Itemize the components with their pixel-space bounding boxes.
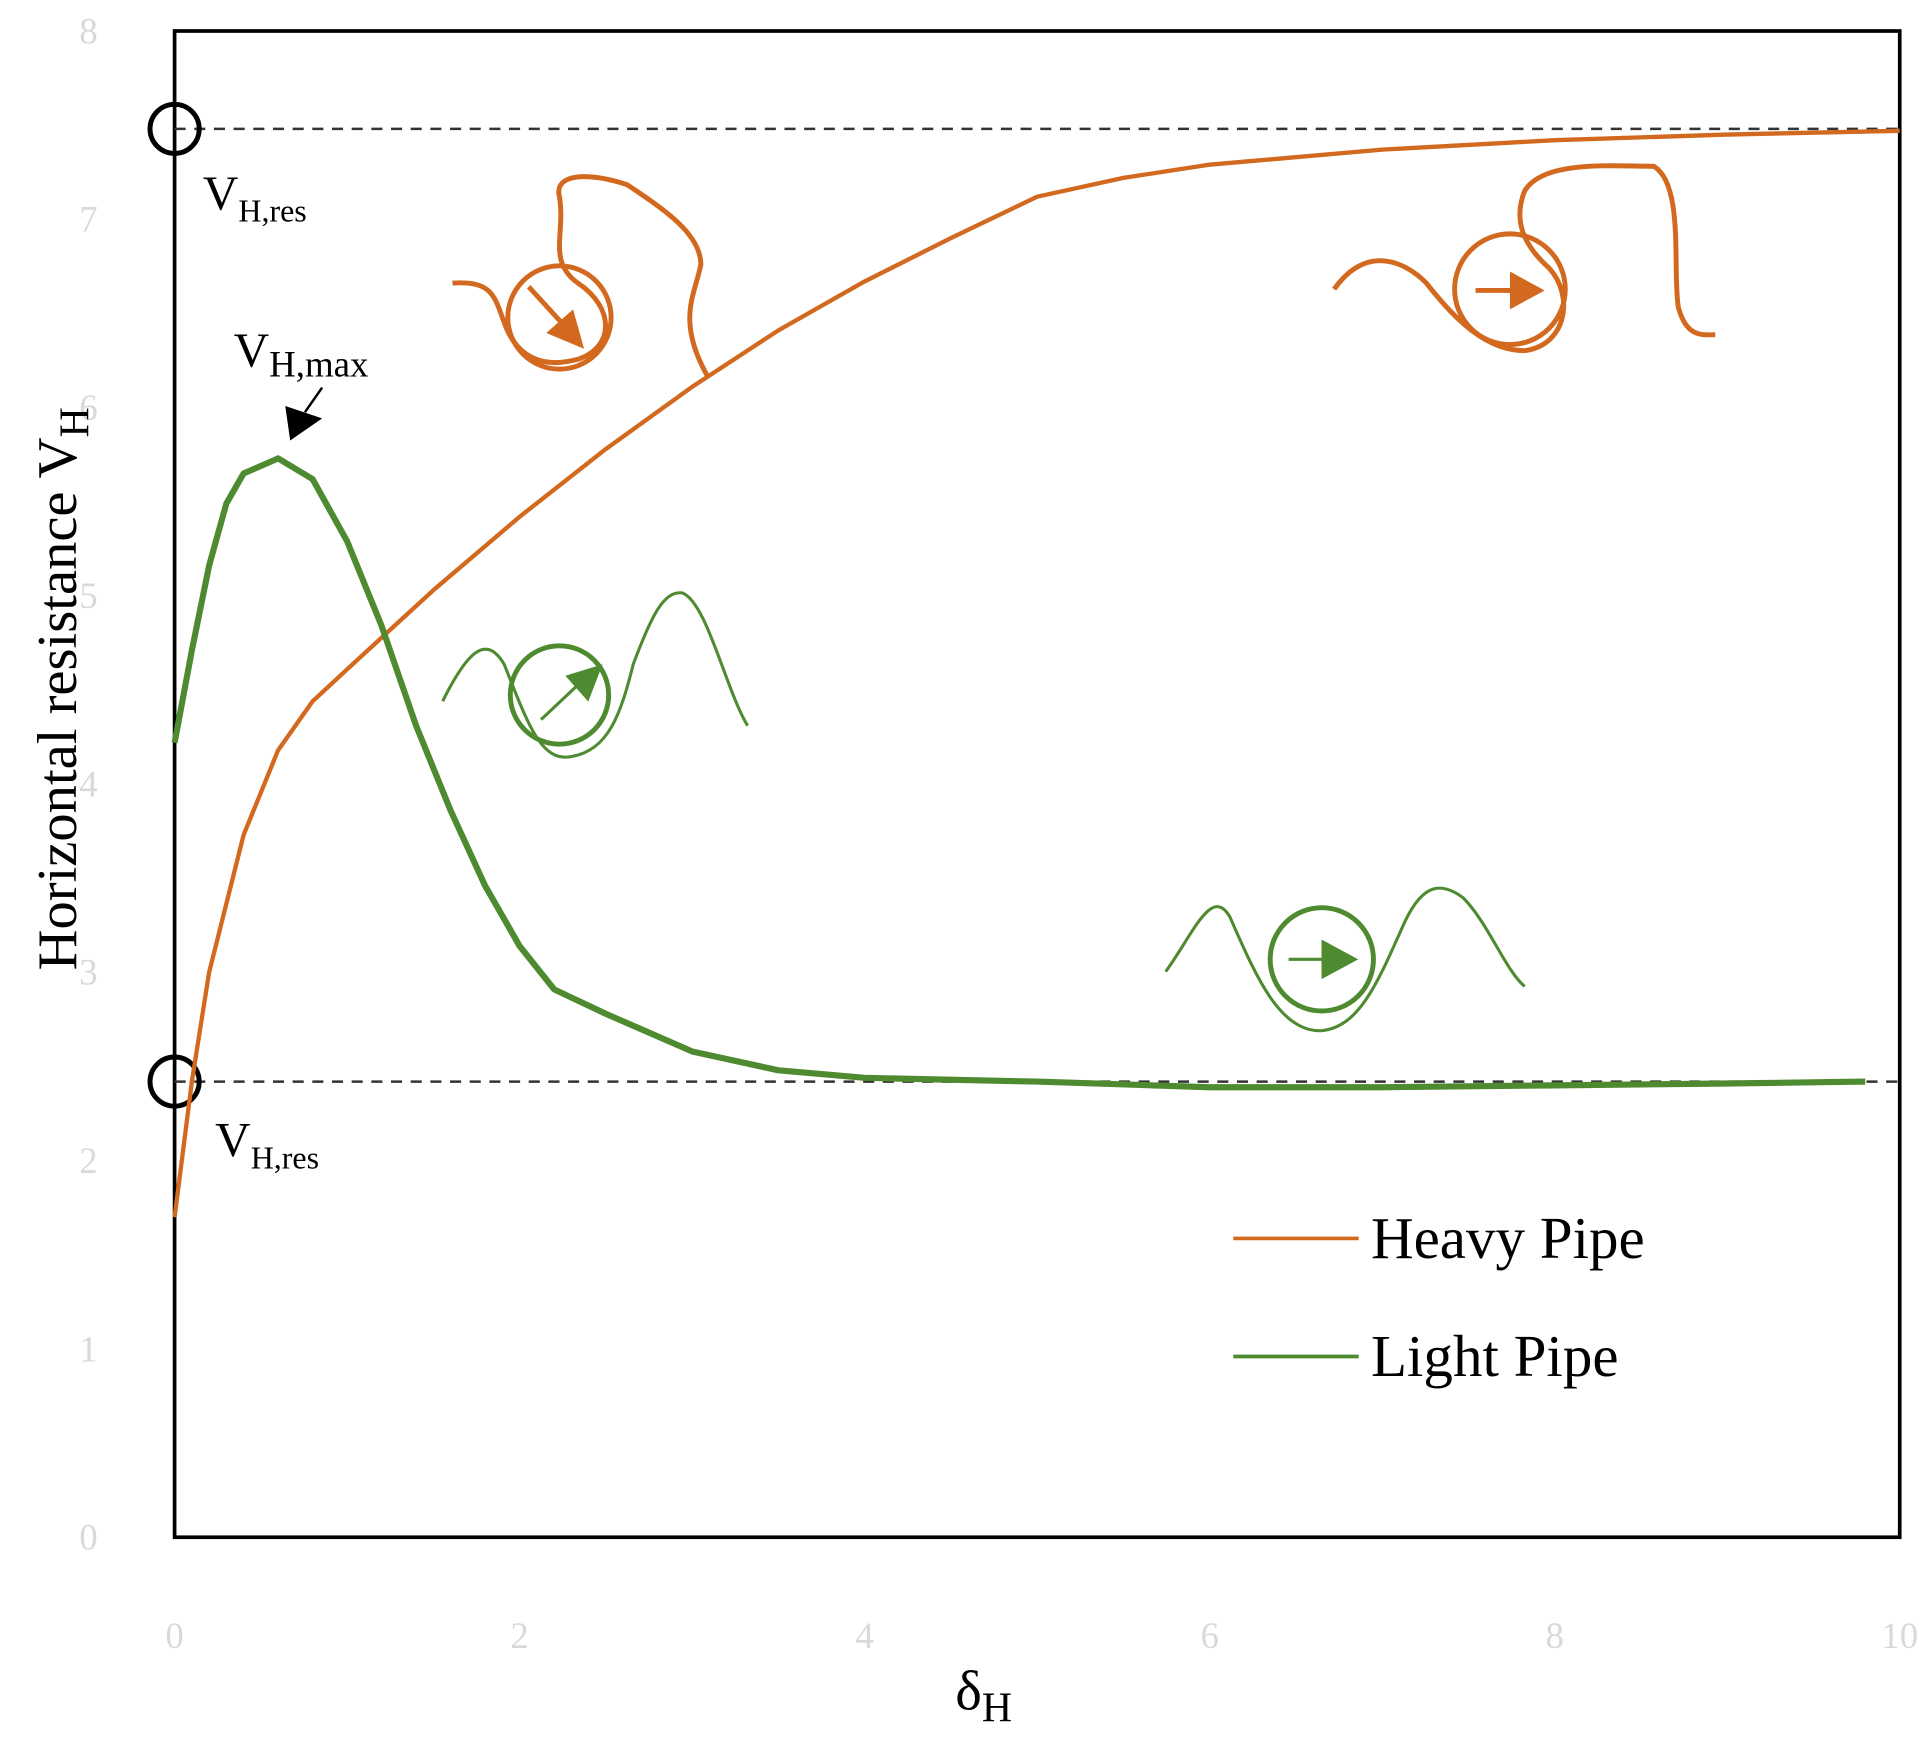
y-axis-label-sub: H	[53, 407, 99, 437]
peak-arrow	[303, 386, 324, 413]
legend-label: Heavy Pipe	[1371, 1205, 1645, 1271]
y-tick-label: 0	[79, 1517, 97, 1558]
reference-label: VH,res	[203, 165, 307, 228]
plot-frame	[172, 29, 1902, 1540]
peak-arrowhead	[285, 406, 323, 441]
y-tick-label: 2	[79, 1140, 97, 1181]
y-axis-label-main: Horizontal resistance V	[27, 437, 89, 970]
x-axis-label-main: δ	[955, 1660, 982, 1722]
light-pipe-icon	[441, 591, 1526, 1033]
peak-label-main: V	[234, 323, 270, 378]
x-tick-label: 4	[855, 1615, 873, 1656]
reference-marker	[147, 101, 202, 156]
series-line	[172, 128, 1900, 1218]
x-tick-label: 10	[1881, 1615, 1918, 1656]
y-axis-label: Horizontal resistance VH	[27, 407, 98, 970]
legend-label: Light Pipe	[1371, 1323, 1619, 1389]
x-tick-label: 6	[1200, 1615, 1218, 1656]
y-tick-label: 8	[79, 10, 97, 51]
x-tick-label: 8	[1545, 1615, 1563, 1656]
y-tick-label: 5	[79, 575, 97, 616]
heavy-pipe-icon	[452, 163, 1716, 377]
series-line	[171, 455, 1866, 1091]
reference-label-sub: H,res	[251, 1140, 319, 1175]
reference-marker	[147, 1054, 202, 1109]
x-axis-label-sub: H	[982, 1686, 1012, 1732]
reference-label-main: V	[203, 165, 239, 220]
x-tick-label: 0	[165, 1615, 183, 1656]
x-tick-label: 2	[510, 1615, 528, 1656]
reference-label-sub: H,res	[238, 194, 306, 229]
reference-label: VH,res	[215, 1112, 319, 1175]
y-tick-label: 3	[79, 952, 97, 993]
y-tick-label: 4	[79, 763, 97, 804]
y-tick-label: 6	[79, 387, 97, 428]
x-axis-label: δH	[955, 1660, 1012, 1731]
peak-label: VH,max	[234, 323, 369, 385]
peak-label-sub: H,max	[269, 344, 368, 385]
y-tick-label: 7	[79, 199, 97, 240]
y-tick-label: 1	[79, 1328, 97, 1369]
reference-label-main: V	[215, 1112, 251, 1167]
